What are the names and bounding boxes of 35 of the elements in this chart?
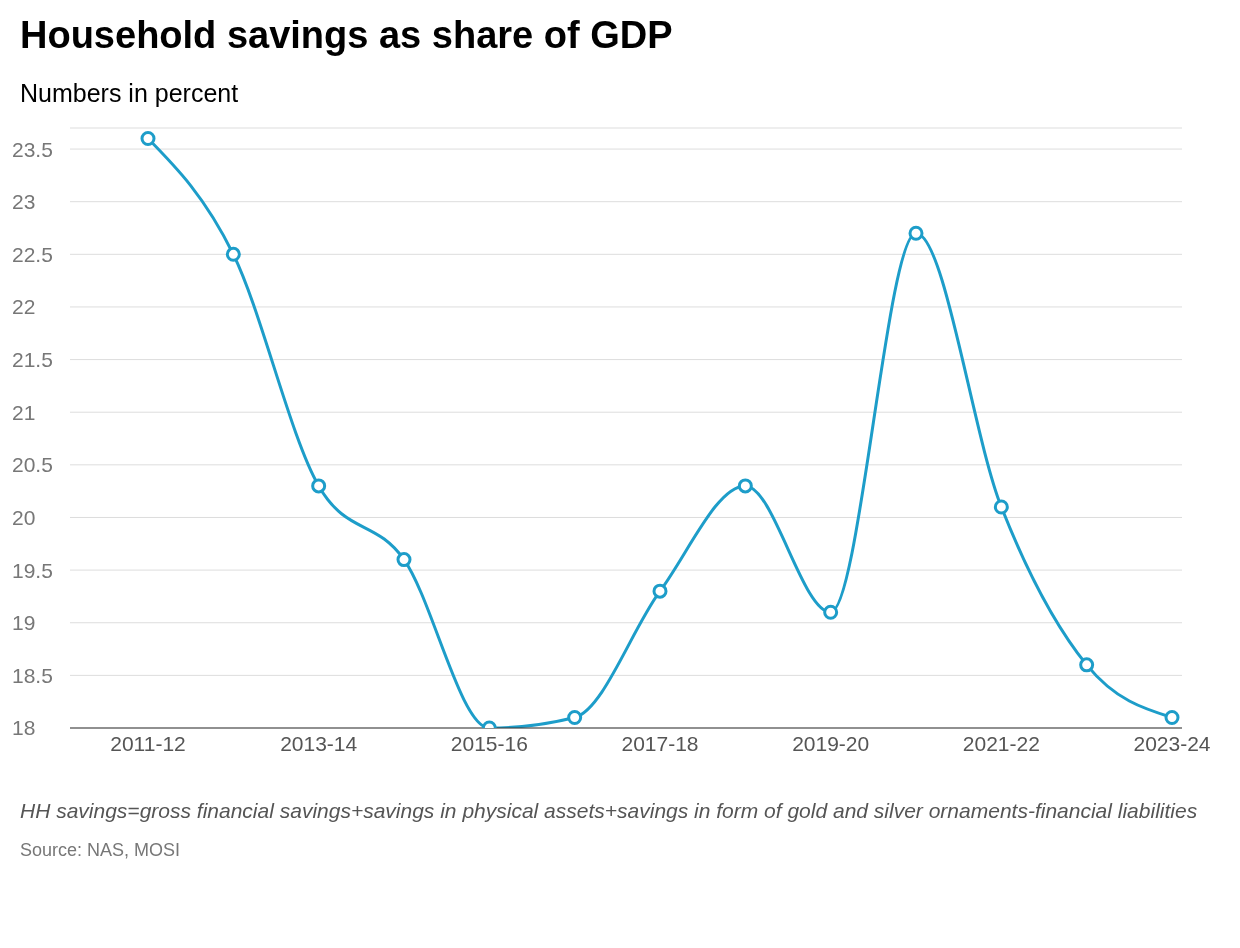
y-tick-label: 19 (12, 611, 36, 635)
point (823, 604, 839, 620)
chart-title: Household savings as share of GDP (20, 14, 674, 57)
text: HH savings=gross financial savings+savings in physical assets+savings in form of gold and silver ornaments-financial liabilities (20, 798, 1199, 824)
y-tick-label: 21.5 (12, 348, 53, 372)
point (1164, 709, 1180, 725)
x-tick-label: 2013-14 (280, 731, 358, 755)
chart-subtitle: Numbers in percent (20, 79, 240, 108)
y-tick-label: 21 (12, 400, 36, 424)
y-tick-label: 20 (12, 505, 36, 529)
source-note: Source: NAS, MOSI (20, 840, 182, 861)
point (737, 478, 753, 494)
x-tick-label: 2011-12 (110, 731, 186, 755)
point (311, 478, 327, 494)
point (396, 552, 412, 568)
point (993, 499, 1009, 515)
point (652, 583, 668, 599)
y-tick-label: 23.5 (12, 137, 53, 161)
x-tick-label: 2015-16 (450, 731, 528, 755)
point (567, 709, 583, 725)
x-tick-label: 2017-18 (621, 731, 699, 755)
y-tick-label: 18 (12, 716, 36, 740)
y-tick-label: 22.5 (12, 242, 53, 266)
point (225, 246, 241, 262)
y-tick-label: 19.5 (12, 558, 53, 582)
y-tick-label: 22 (12, 295, 36, 319)
x-tick-label: 2021-22 (962, 731, 1040, 755)
x-tick-label: 2023-24 (1133, 731, 1211, 755)
y-tick-label: 20.5 (12, 453, 53, 477)
point (140, 131, 156, 147)
y-tick-label: 18.5 (12, 663, 53, 687)
x-tick-label: 2019-20 (792, 731, 870, 755)
point (1079, 657, 1095, 673)
point (908, 225, 924, 241)
y-tick-label: 23 (12, 190, 36, 214)
